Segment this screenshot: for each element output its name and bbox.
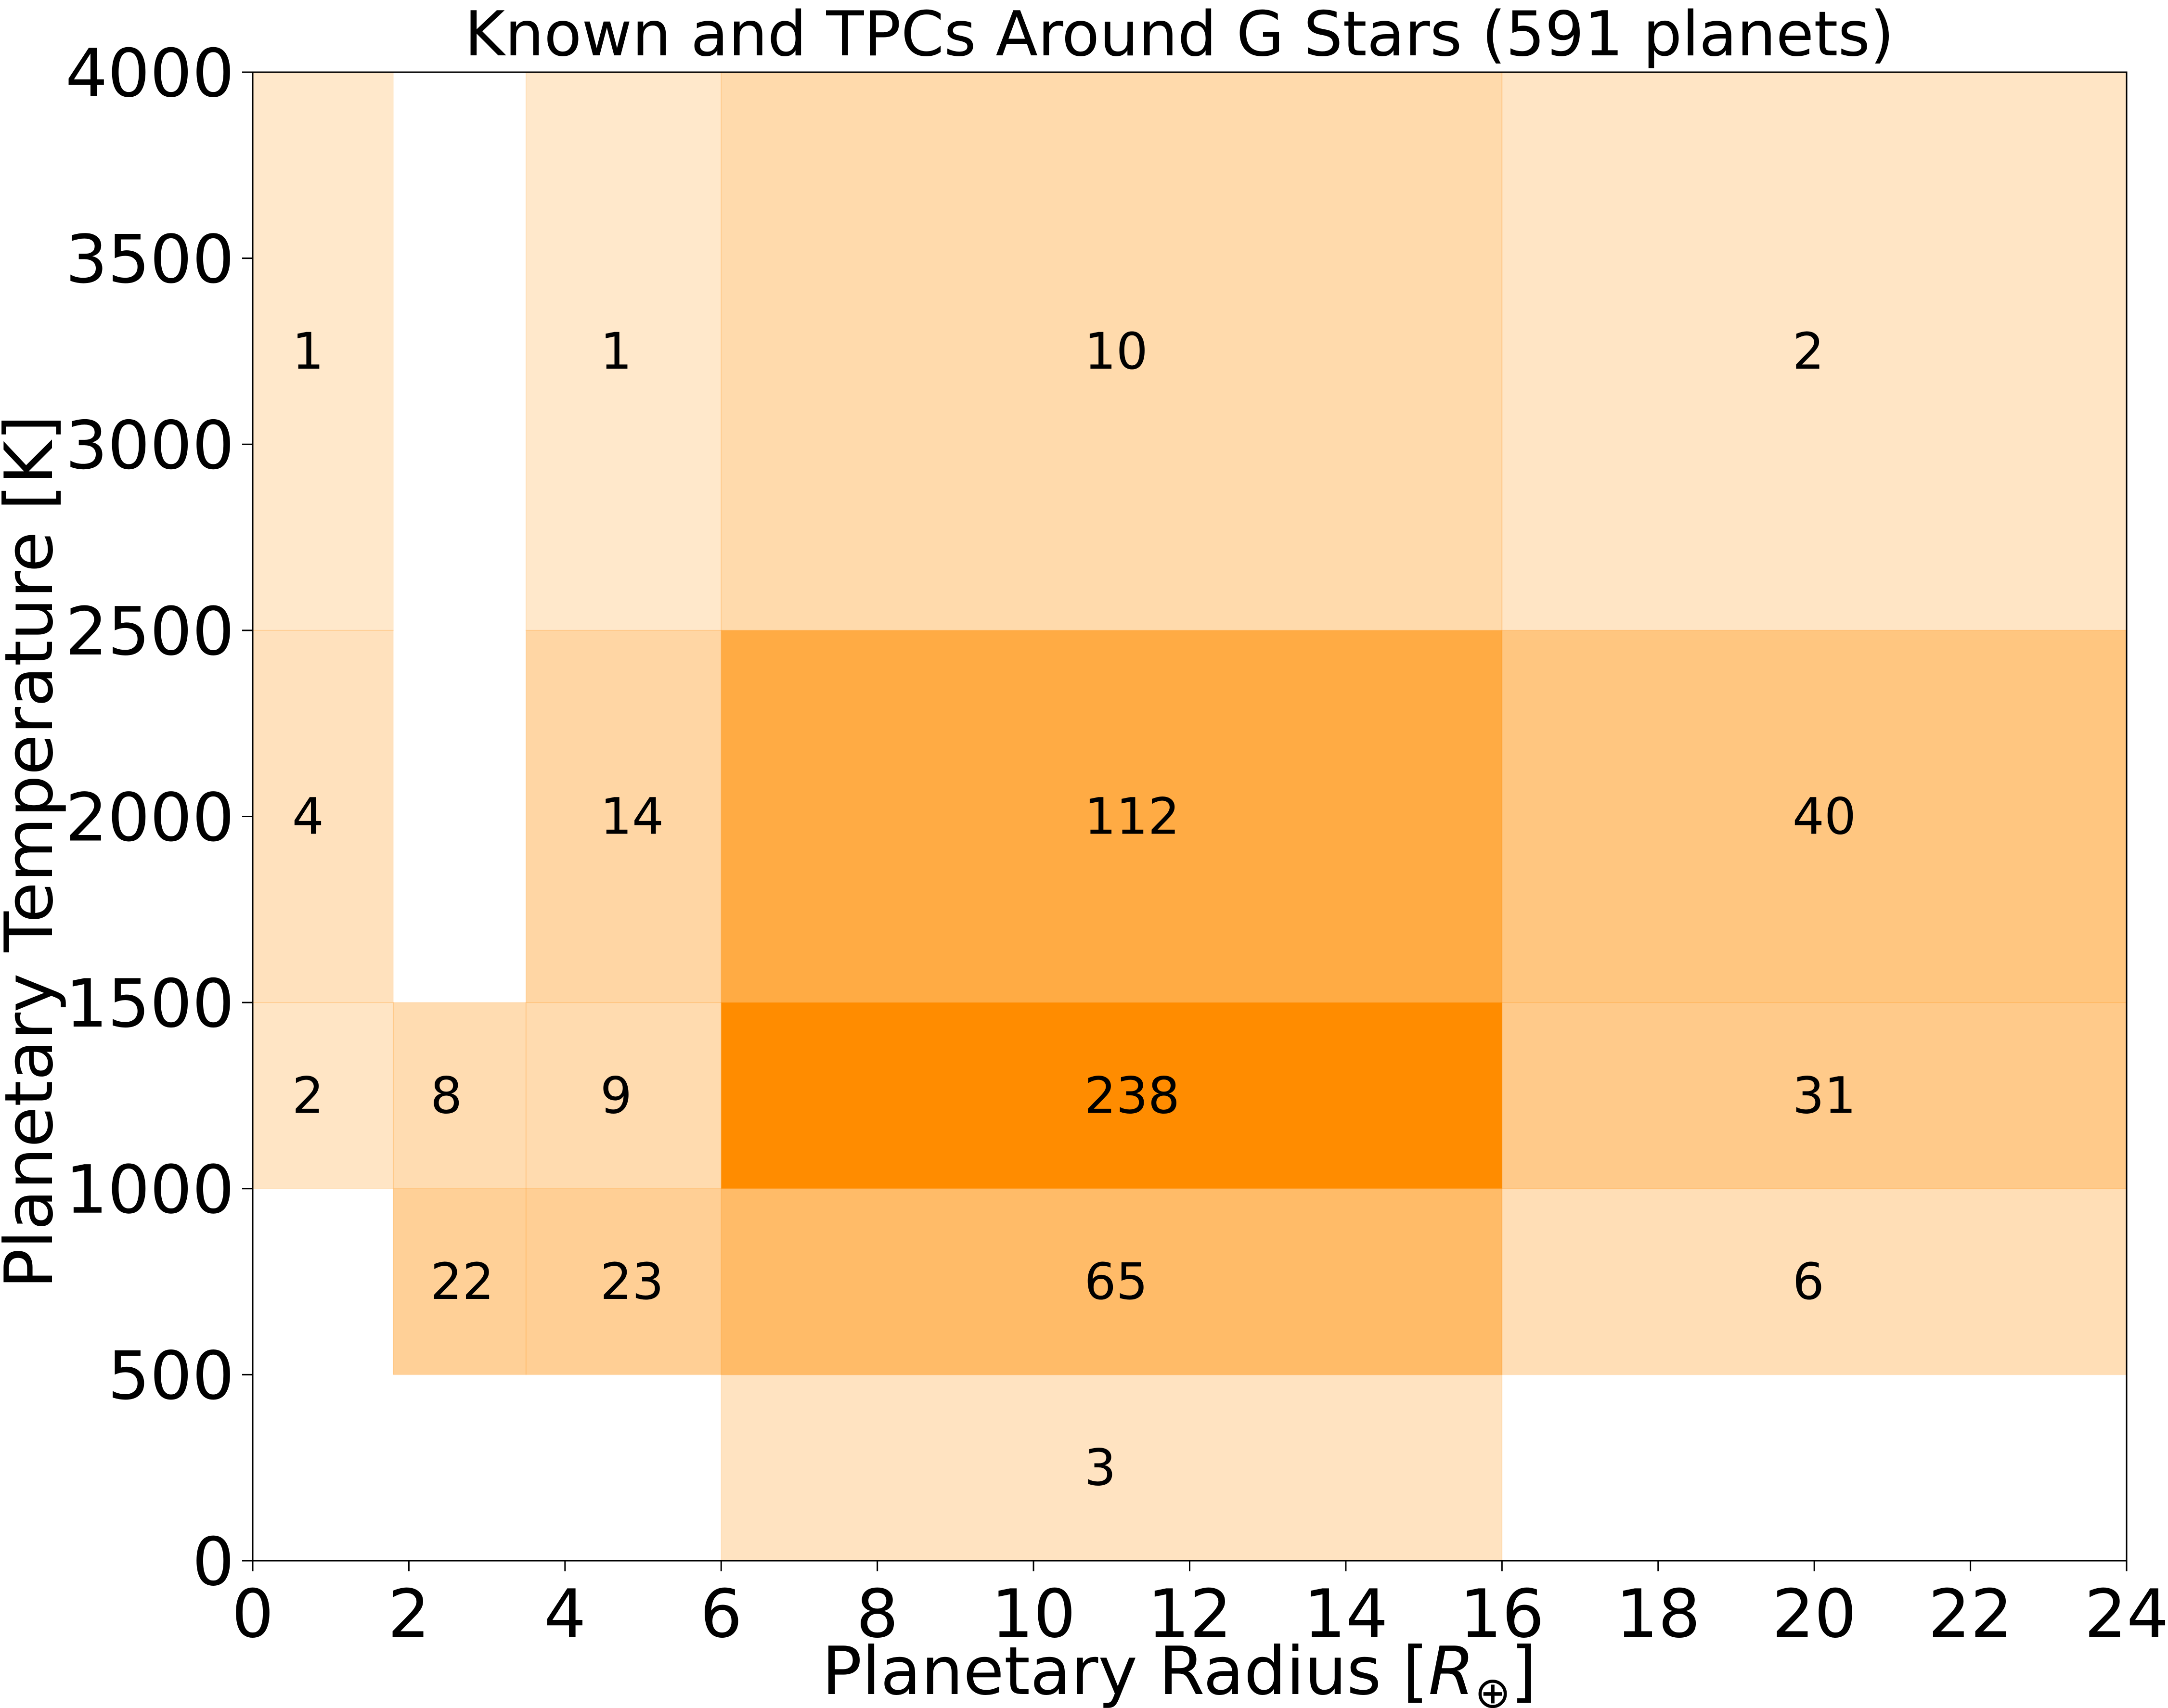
heatmap-cell	[1501, 1188, 2127, 1375]
x-tick-label: 24	[2084, 1575, 2168, 1653]
x-tick-label: 14	[1303, 1575, 1388, 1653]
x-tick-label: 2	[388, 1575, 430, 1653]
cell-count-label: 112	[1084, 787, 1180, 846]
heatmap-cell	[721, 629, 1503, 1003]
x-tick-label: 0	[232, 1575, 274, 1653]
y-tick-label: 3000	[65, 407, 234, 484]
heatmap-cell	[1501, 1002, 2127, 1189]
cell-count-labels: 1 1 10 2 4 14 112 40 2 8 9 238 31 22 23 65 6 3	[292, 322, 1856, 1497]
heatmap-cell	[525, 629, 722, 1003]
cell-count-label: 2	[1793, 322, 1824, 381]
y-tick-label: 4000	[65, 35, 234, 112]
cell-count-label: 65	[1084, 1252, 1148, 1311]
x-tick-label: 8	[856, 1575, 899, 1653]
heatmap-cell	[721, 1002, 1503, 1189]
y-tick-label: 3500	[65, 221, 234, 298]
heatmap-cell	[252, 1002, 394, 1189]
cell-count-label: 1	[600, 322, 632, 381]
chart-title: Known and TPCs Around G Stars (591 plane…	[465, 0, 1894, 70]
y-tick-label: 1000	[65, 1151, 234, 1229]
y-tick-label: 0	[192, 1523, 234, 1601]
x-tick-label: 20	[1772, 1575, 1857, 1653]
cell-count-label: 1	[292, 322, 324, 381]
cell-count-label: 6	[1793, 1252, 1824, 1311]
cell-count-label: 10	[1084, 322, 1148, 381]
x-axis-label: Planetary Radius [R⊕]	[822, 1632, 1536, 1708]
heatmap-cell	[525, 1188, 722, 1375]
cell-count-label: 9	[600, 1066, 632, 1125]
x-axis-label-symbol: R	[1428, 1632, 1474, 1708]
cell-count-label: 31	[1793, 1066, 1856, 1125]
heatmap-cell	[721, 72, 1503, 631]
heatmap-cell	[252, 629, 394, 1003]
x-axis-label-close: ]	[1511, 1632, 1537, 1708]
x-tick-label: 12	[1148, 1575, 1232, 1653]
cell-count-label: 8	[430, 1066, 462, 1125]
x-tick-label: 22	[1928, 1575, 2013, 1653]
heatmap-cell	[392, 1188, 527, 1375]
y-tick-label: 2000	[65, 779, 234, 857]
cell-count-label: 238	[1084, 1066, 1180, 1125]
cell-count-label: 3	[1084, 1438, 1116, 1497]
heatmap-cell	[252, 72, 394, 631]
heatmap-cell	[721, 1374, 1503, 1561]
heatmap-cell	[1501, 629, 2127, 1003]
cell-count-label: 40	[1793, 787, 1856, 846]
x-tick-label: 18	[1616, 1575, 1701, 1653]
y-axis-ticks: 0 500 1000 1500 2000 2500 3000 3500 4000	[65, 35, 253, 1601]
heatmap-cell	[525, 1002, 722, 1189]
cell-count-label: 23	[600, 1252, 664, 1311]
heatmap-cells	[252, 72, 2127, 1561]
y-tick-label: 2500	[65, 593, 234, 670]
x-axis-label-subscript: ⊕	[1474, 1668, 1510, 1708]
cell-count-label: 4	[292, 787, 324, 846]
y-tick-label: 500	[108, 1337, 234, 1414]
x-tick-label: 4	[544, 1575, 586, 1653]
cell-count-label: 22	[430, 1252, 494, 1311]
x-axis-label-main: Planetary Radius [	[822, 1632, 1428, 1708]
x-tick-label: 6	[700, 1575, 742, 1653]
y-tick-label: 1500	[65, 965, 234, 1042]
heatmap-cell	[1501, 72, 2127, 631]
cell-count-label: 2	[292, 1066, 324, 1125]
x-tick-label: 16	[1460, 1575, 1545, 1653]
heatmap-cell	[392, 1002, 527, 1189]
y-axis-label: Planetary Temperature [K]	[0, 415, 68, 1289]
x-tick-label: 10	[991, 1575, 1076, 1653]
heatmap-cell	[721, 1188, 1503, 1375]
cell-count-label: 14	[600, 787, 664, 846]
x-axis-ticks: 0 2 4 6 8 10 12 14 16 18 20 22 24	[232, 1561, 2168, 1653]
